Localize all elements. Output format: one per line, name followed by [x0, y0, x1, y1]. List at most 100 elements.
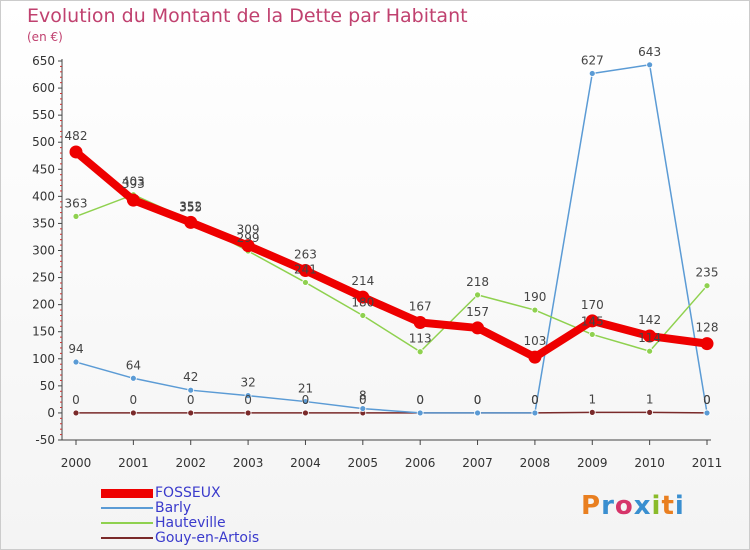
- data-label-hauteville: 235: [696, 266, 719, 280]
- data-label-gouy-en-artois: 1: [588, 392, 596, 406]
- data-point-barly: [244, 392, 252, 400]
- legend-swatch: [101, 522, 153, 524]
- x-tick-label: 2001: [118, 456, 149, 470]
- y-tick-label: 550: [32, 108, 55, 122]
- chart-title: Evolution du Montant de la Dette par Hab…: [27, 5, 468, 27]
- data-point-fosseux: [298, 264, 312, 278]
- logo-letter: x: [633, 491, 652, 521]
- data-label-hauteville: 403: [122, 175, 145, 189]
- data-label-gouy-en-artois: 1: [646, 392, 654, 406]
- data-label-fosseux: 157: [466, 305, 489, 319]
- y-tick-label: 400: [32, 189, 55, 203]
- data-label-gouy-en-artois: 0: [359, 393, 367, 407]
- data-label-gouy-en-artois: 0: [474, 393, 482, 407]
- data-point-fosseux: [471, 321, 485, 335]
- data-point-barly: [531, 409, 539, 417]
- data-point-barly: [129, 374, 137, 382]
- data-point-barly: [416, 409, 424, 417]
- data-point-barly: [72, 358, 80, 366]
- data-point-barly: [474, 409, 481, 417]
- x-tick-label: 2003: [233, 456, 264, 470]
- y-tick-label: 650: [32, 54, 55, 68]
- data-label-hauteville: 241: [294, 262, 317, 276]
- series-line-barly: [75, 64, 708, 414]
- series-line-fosseux: [72, 147, 711, 362]
- data-label-hauteville: 363: [65, 196, 88, 210]
- logo-letter: P: [581, 491, 602, 521]
- x-tick-label: 2009: [577, 456, 608, 470]
- data-label-fosseux: 167: [409, 300, 432, 314]
- data-point-gouy-en-artois: [588, 408, 596, 416]
- data-label-barly: 94: [68, 342, 83, 356]
- data-point-hauteville: [359, 312, 367, 319]
- legend-label: Barly: [155, 500, 192, 516]
- data-label-fosseux: 142: [638, 313, 661, 327]
- data-label-hauteville: 190: [523, 290, 546, 304]
- legend-label: FOSSEUX: [155, 485, 221, 501]
- data-point-fosseux: [413, 316, 427, 330]
- data-label-hauteville: 180: [351, 295, 374, 309]
- data-point-hauteville: [474, 291, 481, 299]
- data-label-barly: 8: [359, 389, 367, 403]
- data-point-hauteville: [72, 212, 80, 220]
- data-label-barly: 643: [638, 45, 661, 59]
- y-tick-label: 500: [32, 135, 55, 149]
- data-label-gouy-en-artois: 0: [187, 393, 195, 407]
- data-label-hauteville: 218: [466, 275, 489, 289]
- data-label-barly: 627: [581, 53, 604, 67]
- data-label-hauteville: 113: [409, 332, 432, 346]
- legend-label: Hauteville: [155, 515, 226, 531]
- logo-letter: i: [674, 491, 685, 521]
- data-label-gouy-en-artois: 0: [416, 393, 424, 407]
- x-tick-label: 2006: [405, 456, 436, 470]
- data-label-gouy-en-artois: 0: [130, 393, 138, 407]
- x-tick-label: 2011: [692, 456, 723, 470]
- data-label-gouy-en-artois: 0: [531, 393, 539, 407]
- legend-swatch: [101, 507, 153, 509]
- y-tick-label: 250: [32, 271, 55, 285]
- data-point-barly: [302, 398, 309, 405]
- data-point-hauteville: [646, 347, 654, 355]
- data-label-gouy-en-artois: 0: [244, 393, 252, 407]
- x-tick-label: 2004: [290, 456, 321, 470]
- legend-swatch: [101, 488, 153, 498]
- data-point-barly: [703, 409, 711, 417]
- y-tick-label: 0: [47, 406, 55, 420]
- legend-item: Gouy-en-Artois: [101, 530, 259, 546]
- data-point-barly: [359, 405, 367, 412]
- y-tick-label: 100: [32, 352, 55, 366]
- y-tick-label: 200: [32, 298, 55, 312]
- y-tick-label: 450: [32, 162, 55, 176]
- data-label-fosseux: 352: [179, 199, 202, 213]
- data-point-gouy-en-artois: [302, 409, 309, 417]
- data-point-hauteville: [703, 282, 711, 290]
- data-label-fosseux: 393: [122, 177, 145, 191]
- legend-item: Barly: [101, 500, 191, 516]
- data-point-gouy-en-artois: [129, 409, 137, 417]
- data-point-barly: [646, 61, 654, 69]
- series-line-gouy-en-artois: [75, 411, 708, 414]
- data-point-hauteville: [302, 279, 309, 286]
- logo-letter: i: [651, 491, 662, 521]
- data-point-gouy-en-artois: [72, 409, 80, 417]
- chart-unit-label: (en €): [27, 30, 63, 44]
- data-label-fosseux: 263: [294, 248, 317, 262]
- y-tick-label: 300: [32, 244, 55, 258]
- x-tick-label: 2000: [61, 456, 92, 470]
- data-label-barly: 42: [183, 370, 198, 384]
- data-label-barly: 32: [240, 376, 255, 390]
- y-tick-label: 50: [40, 379, 55, 393]
- data-label-barly: 0: [531, 393, 539, 407]
- data-label-hauteville: 355: [179, 201, 202, 215]
- data-label-fosseux: 482: [65, 129, 88, 143]
- data-point-fosseux: [69, 145, 83, 159]
- data-point-fosseux: [126, 193, 140, 207]
- data-label-fosseux: 214: [351, 274, 374, 288]
- proxiti-logo: Proxiti: [581, 491, 685, 521]
- data-point-fosseux: [585, 314, 599, 328]
- x-tick-label: 2002: [175, 456, 206, 470]
- x-tick-label: 2005: [348, 456, 379, 470]
- data-point-fosseux: [356, 290, 370, 304]
